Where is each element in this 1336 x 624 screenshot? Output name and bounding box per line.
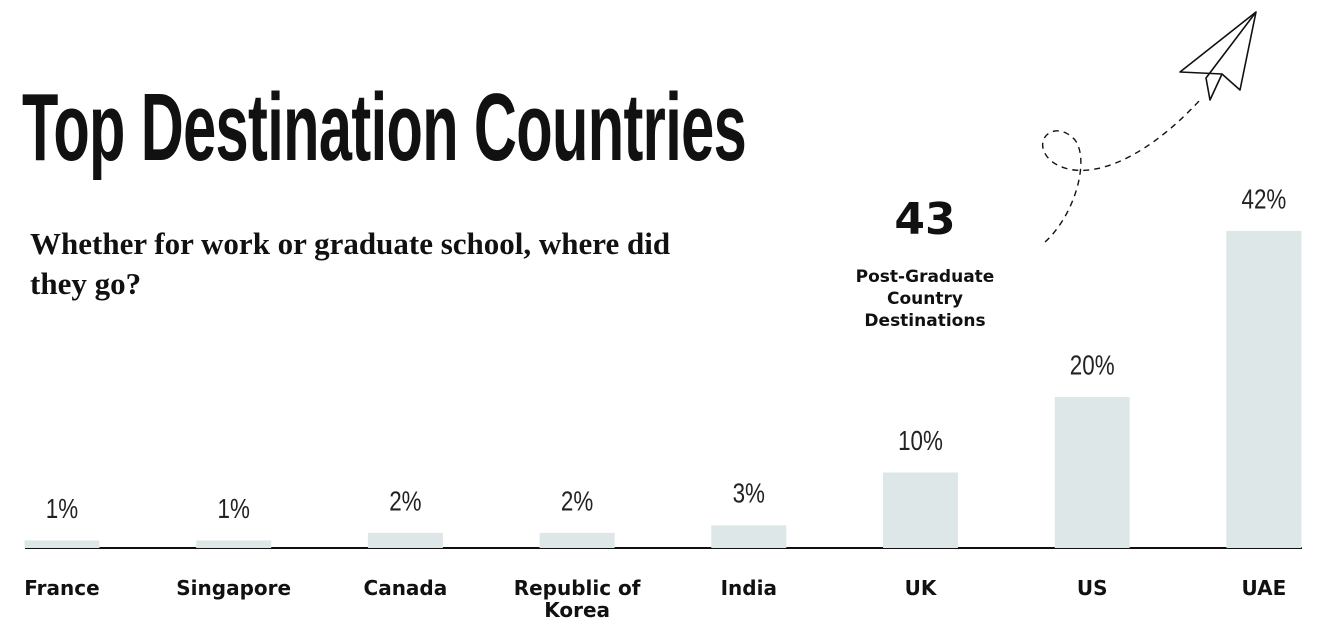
x-tick-label: India <box>720 576 777 600</box>
x-tick-label: Canada <box>363 576 448 600</box>
annotation-value: 43 <box>894 194 956 245</box>
value-label: 2% <box>561 486 593 517</box>
bar <box>1226 230 1302 548</box>
bar <box>1054 397 1130 548</box>
annotation-label: Post-Graduate Country Destinations <box>855 267 995 331</box>
value-label: 2% <box>389 486 421 517</box>
x-tick-label: UK <box>904 576 937 600</box>
chart-title: Top Destination Countries <box>22 74 747 181</box>
x-tick-label: France <box>24 576 100 600</box>
bar <box>24 540 100 548</box>
x-tick-label: UAE <box>1241 576 1287 600</box>
value-label: 42% <box>1241 184 1286 215</box>
value-label: 10% <box>898 426 943 457</box>
value-label: 1% <box>46 494 78 525</box>
bar <box>539 532 615 548</box>
value-label: 20% <box>1070 350 1115 381</box>
bar <box>711 525 787 548</box>
x-tick-label: Singapore <box>176 576 292 600</box>
x-tick-label: Republic of Korea <box>513 576 641 622</box>
bar <box>367 532 443 548</box>
value-label: 1% <box>218 494 250 525</box>
chart-subtitle: Whether for work or graduate school, whe… <box>30 226 671 301</box>
bar <box>883 472 958 548</box>
x-tick-label: US <box>1076 576 1108 600</box>
bar <box>196 540 272 548</box>
value-label: 3% <box>733 478 765 509</box>
paper-plane <box>1042 11 1257 243</box>
